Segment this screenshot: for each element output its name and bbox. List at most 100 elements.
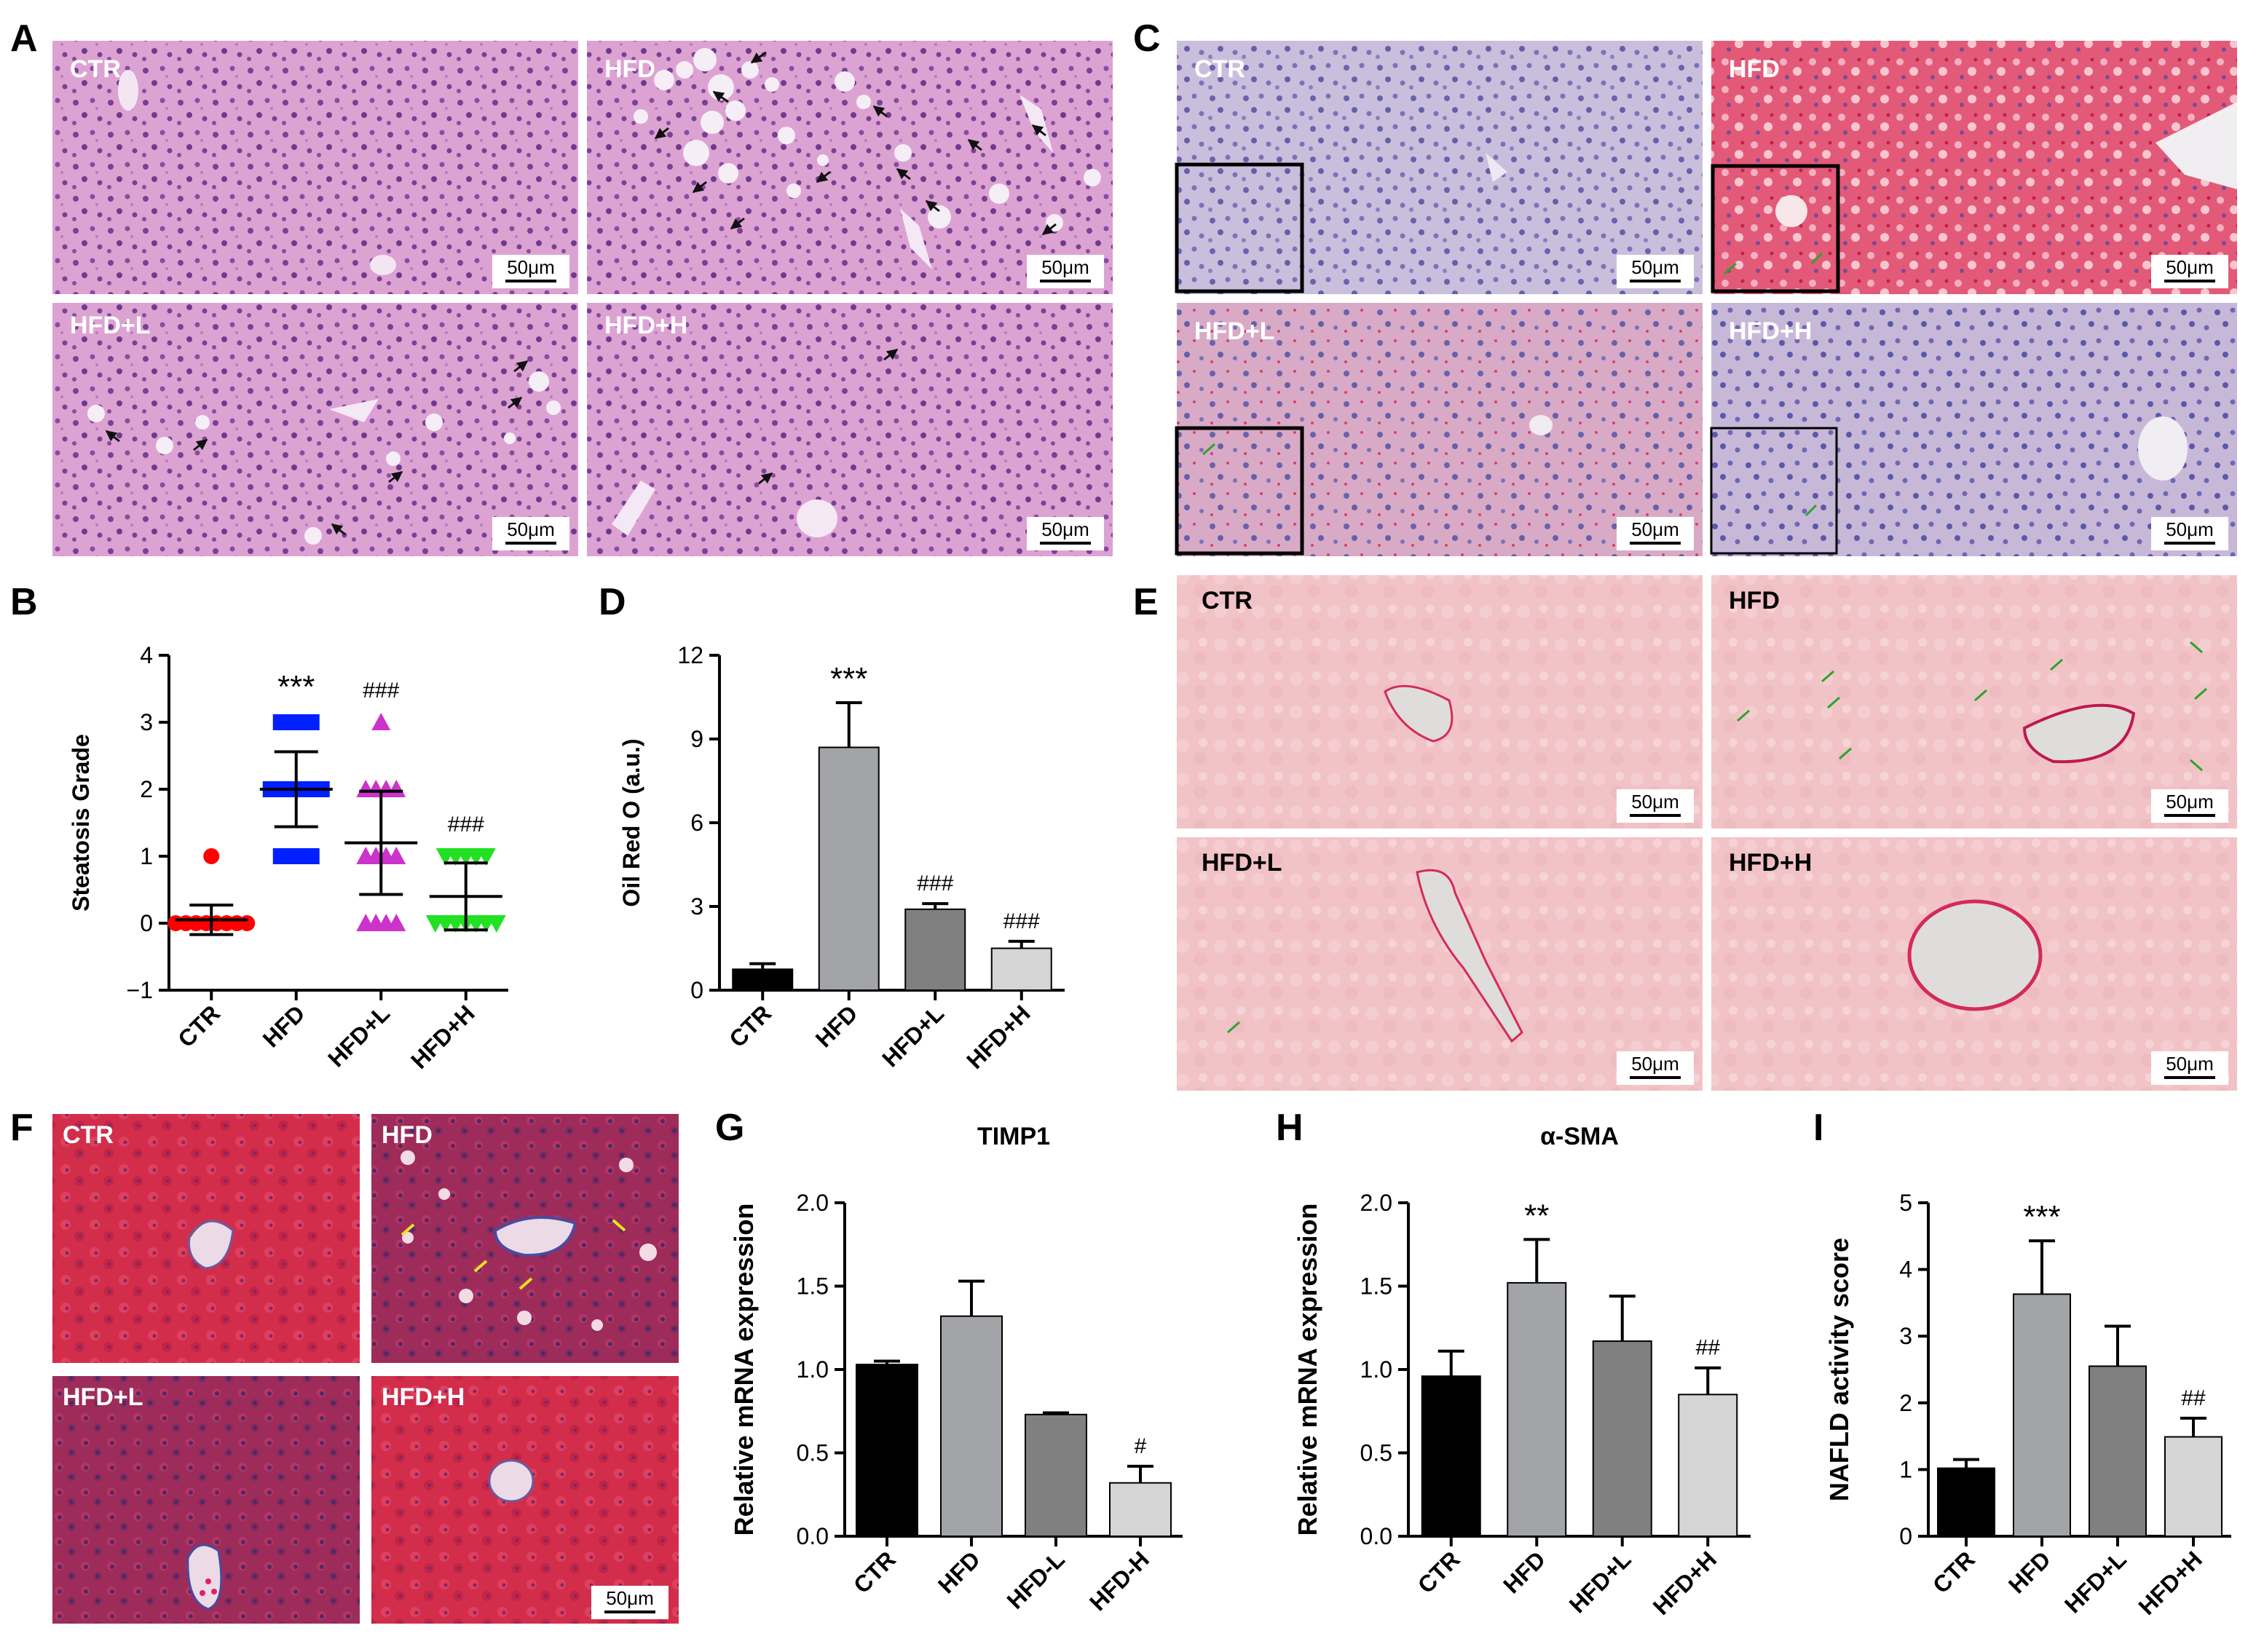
bar: [1937, 1467, 1995, 1537]
x-tick-label: CTR: [724, 1000, 776, 1052]
x-tick-label: HFD-H: [1084, 1546, 1154, 1616]
scale-bar: 50μm: [1617, 1051, 1694, 1085]
bar: [818, 746, 880, 991]
bar: [990, 947, 1052, 991]
y-tick-label: 5: [1899, 1190, 1912, 1216]
y-tick-label: 3: [140, 709, 153, 735]
x-tick-label: HFD+L: [2059, 1546, 2131, 1618]
x-tick-label: HFD: [258, 1000, 310, 1052]
scatter-point: [303, 848, 320, 864]
panel-letter-g: G: [715, 1107, 744, 1149]
scale-bar-label: 50μm: [1631, 1053, 1679, 1075]
x-tick-label: CTR: [1413, 1546, 1465, 1598]
y-tick-label: 1: [1899, 1456, 1912, 1482]
scale-bar: 50μm: [1617, 517, 1694, 550]
scale-bar-label: 50μm: [507, 256, 555, 278]
image-label: HFD+H: [382, 1383, 465, 1411]
significance-label: ##: [2181, 1386, 2206, 1410]
significance-label: ###: [1003, 909, 1040, 933]
x-tick-label: HFD: [1498, 1546, 1550, 1598]
scale-bar-label: 50μm: [1631, 791, 1679, 813]
y-axis-label: Oil Red O (a.u.): [618, 738, 644, 906]
scale-bar-label: 50μm: [1041, 256, 1089, 278]
significance-label: #: [1135, 1434, 1147, 1458]
panel-letter-i: I: [1813, 1107, 1823, 1149]
image-label: HFD+H: [604, 312, 687, 339]
scatter-point: [303, 714, 320, 730]
image-label: HFD: [1729, 587, 1780, 614]
x-tick-label: HFD+H: [406, 1000, 480, 1074]
scatter-point: [486, 915, 506, 933]
chart-title: α-SMA: [1540, 1123, 1619, 1150]
micrograph-c-hfd: HFD 50μm: [1711, 41, 2237, 294]
y-tick-label: 1.5: [797, 1273, 829, 1300]
y-tick-label: 0.0: [797, 1523, 829, 1549]
chart-h-alpha-sma: α-SMA 0.0 0.5 1.0 1.5 2.0 Relative mRNA expres…: [1293, 1123, 1751, 1620]
scale-bar-label: 50μm: [606, 1587, 654, 1609]
image-label: HFD+L: [70, 312, 151, 339]
y-tick-label: −1: [127, 977, 153, 1003]
micrograph-f-hfd: HFD: [371, 1114, 679, 1363]
image-label: CTR: [1202, 587, 1253, 614]
bar: [940, 1315, 1003, 1537]
scatter-point: [203, 848, 220, 864]
panel-e-images: CTR 50μm HFD: [1177, 575, 2237, 1091]
scale-bar: 50μm: [2151, 255, 2228, 288]
x-tick-label: HFD+L: [323, 1000, 395, 1072]
scale-bar: 50μm: [1617, 789, 1694, 823]
panel-letter-h: H: [1276, 1107, 1303, 1149]
image-label: HFD: [604, 55, 655, 83]
significance-label: **: [1524, 1198, 1549, 1233]
y-tick-label: 9: [690, 726, 703, 752]
x-tick-label: HFD: [2003, 1546, 2056, 1598]
x-tick-label: CTR: [1928, 1546, 1980, 1598]
micrograph-a-hfd-l: HFD+L 50μm: [52, 303, 578, 556]
micrograph-f-hfd-h: HFD+H 50μm: [371, 1376, 679, 1624]
scatter-point: [476, 848, 496, 866]
inset-box: [1710, 427, 1838, 555]
bar: [2013, 1293, 2071, 1537]
chart-b-steatosis: −1 0 1 2 3 4 Steatosis Grade CTR HFD HFD+L HFD+H **…: [68, 642, 508, 1074]
scale-bar: 50μm: [492, 255, 569, 288]
y-tick-label: 1.0: [1360, 1356, 1392, 1383]
scale-bar: 50μm: [1617, 255, 1694, 288]
chart-g-timp1: TIMP1 0.0 0.5 1.0 1.5 2.0 Relative mRNA expres…: [729, 1123, 1183, 1616]
panel-letter-c: C: [1133, 17, 1161, 60]
scale-bar-label: 50μm: [2166, 791, 2214, 813]
x-tick-label: HFD-L: [1002, 1546, 1070, 1613]
inset-box: [1711, 164, 1840, 293]
y-axis-label: NAFLD activity score: [1824, 1238, 1854, 1501]
scatter-point: [387, 914, 406, 931]
x-tick-label: HFD: [933, 1546, 985, 1598]
y-axis-label: Steatosis Grade: [68, 734, 94, 912]
y-tick-label: 0.5: [797, 1440, 829, 1466]
micrograph-c-hfd-h: HFD+H 50μm: [1710, 303, 2237, 556]
micrograph-e-ctr: CTR 50μm: [1177, 575, 1703, 829]
image-label: CTR: [63, 1121, 114, 1149]
y-tick-label: 4: [140, 642, 153, 668]
x-tick-label: HFD+L: [877, 1000, 949, 1072]
y-tick-label: 0: [690, 977, 703, 1003]
scale-bar: 50μm: [1027, 255, 1104, 288]
y-tick-label: 2: [140, 776, 153, 802]
image-label: HFD+H: [1729, 317, 1812, 345]
image-label: HFD+H: [1729, 849, 1812, 877]
scale-bar-label: 50μm: [507, 518, 555, 540]
y-tick-label: 4: [1899, 1257, 1912, 1283]
image-label: CTR: [1194, 55, 1245, 83]
inset-box: [1175, 162, 1304, 293]
inset-box: [1175, 426, 1304, 556]
image-label: HFD+L: [1194, 317, 1275, 345]
bar: [732, 968, 794, 991]
image-label: CTR: [70, 55, 121, 83]
image-label: HFD+L: [1202, 849, 1282, 877]
micrograph-f-hfd-l: HFD+L: [52, 1376, 360, 1624]
micrograph-a-ctr: CTR 50μm: [52, 41, 578, 294]
x-tick-label: CTR: [848, 1546, 901, 1598]
micrograph-e-hfd-l: HFD+L 50μm: [1177, 837, 1703, 1091]
bar: [1421, 1375, 1481, 1538]
bar: [1678, 1394, 1738, 1537]
x-tick-label: HFD+H: [961, 1000, 1036, 1074]
x-tick-label: HFD+L: [1564, 1546, 1636, 1618]
